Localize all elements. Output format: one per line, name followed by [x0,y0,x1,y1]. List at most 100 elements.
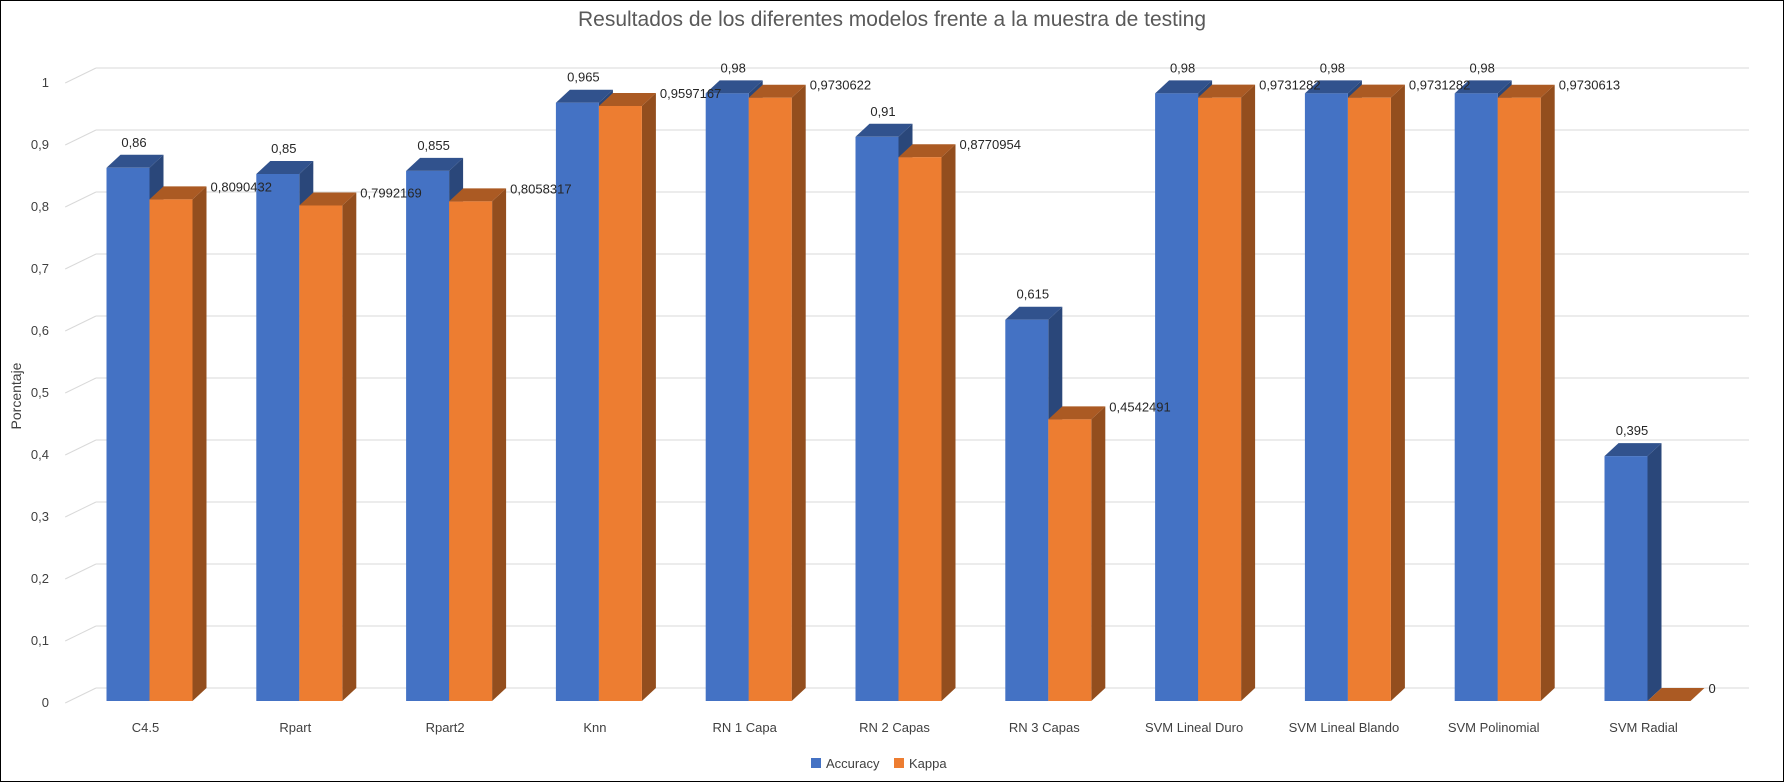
bar-front [705,93,749,701]
bar-front [1454,93,1498,701]
data-label-kappa: 0,9730622 [810,78,871,93]
bar-top [149,186,207,200]
bar-side [1647,443,1662,701]
bar-front [406,170,450,701]
chart-title: Resultados de los diferentes modelos fre… [578,8,1206,31]
data-label-accuracy: 0,98 [1320,60,1345,75]
y-tick-label: 0,4 [31,447,49,462]
y-tick-label: 1 [42,75,49,90]
y-tick-label: 0,2 [31,571,49,586]
gridline-side [64,129,97,146]
data-label-accuracy: 0,98 [1170,60,1195,75]
bar-side [192,186,207,702]
bar-kappa-4 [748,84,806,702]
bar-top [855,123,913,137]
bar-top [106,154,164,168]
bar-kappa-0 [149,186,207,702]
bar-top [705,80,763,94]
bar-top [1005,306,1063,320]
bar-top [449,188,507,202]
bar-front [106,167,150,702]
y-tick-label: 0,6 [31,323,49,338]
bar-front [1198,97,1242,701]
bar-top [898,144,956,158]
legend-label-kappa: Kappa [909,756,947,771]
data-label-kappa: 0,4542491 [1109,399,1170,414]
data-label-accuracy: 0,86 [121,135,146,150]
category-label: SVM Radial [1609,720,1678,735]
gridline-side [64,377,97,394]
bar-top [1604,443,1662,457]
bar-kappa-7 [1198,84,1256,701]
gridline-side [64,563,97,580]
gridline-side [64,253,97,270]
bar-side [342,192,357,701]
data-label-kappa: 0,8058317 [510,181,571,196]
bar-front [256,174,300,701]
category-label: SVM Polinomial [1448,720,1540,735]
category-label: RN 2 Capas [859,720,930,735]
data-label-kappa: 0,8770954 [960,137,1021,152]
bar-front [299,205,343,701]
bar-top [1647,688,1705,701]
bar-top [1497,84,1555,98]
bar-kappa-2 [449,188,507,701]
bar-kappa-6 [1048,406,1106,701]
y-tick-label: 0,1 [31,633,49,648]
data-label-accuracy: 0,965 [567,70,600,85]
y-axis-label: Porcentaje [8,362,24,429]
data-labels: 0,86 0,8090432 0,85 0,7992169 0,855 0,8058317… [121,60,1715,696]
y-tick-label: 0,9 [31,137,49,152]
legend-label-accuracy: Accuracy [826,756,880,771]
gridline-side [64,439,97,456]
category-label: Rpart2 [426,720,465,735]
data-label-accuracy: 0,98 [721,60,746,75]
data-label-kappa: 0 [1709,681,1716,696]
x-axis-categories: C4.5 Rpart Rpart2 Knn RN 1 Capa RN 2 Capas RN … [132,720,1678,735]
category-label: RN 3 Capas [1009,720,1080,735]
data-label-kappa: 0,7992169 [360,185,421,200]
y-tick-label: 0,7 [31,261,49,276]
gridline-side [64,501,97,518]
bar-top [1304,80,1362,94]
data-label-accuracy: 0,91 [870,104,895,119]
data-label-accuracy: 0,395 [1616,423,1649,438]
bar-kappa-3 [598,92,656,701]
bar-top [555,89,613,103]
bar-front [898,157,942,701]
y-tick-label: 0 [42,695,49,710]
bar-top [1454,80,1512,94]
bar-front [555,102,599,701]
bar-side [1390,84,1405,701]
bar-top [748,84,806,98]
bar-kappa-8 [1347,84,1405,701]
bar-top [406,157,464,171]
y-axis-ticks: 0 0,1 0,2 0,3 0,4 0,5 0,6 0,7 0,8 0,9 1 [31,75,49,710]
bar-kappa-1 [299,192,357,701]
bar-front [1048,419,1092,701]
bar-top [1347,84,1405,98]
bar-top [256,161,314,174]
bars [106,80,1705,702]
bar-front [1604,456,1648,701]
bar-side [641,92,656,701]
category-label: C4.5 [132,720,159,735]
data-label-accuracy: 0,615 [1017,287,1050,302]
gridline-side [64,191,97,208]
bar-front [1005,319,1049,701]
data-label-kappa: 0,9730613 [1559,78,1620,93]
data-label-kappa: 0,8090432 [211,179,272,194]
gridline-side [64,67,97,84]
bar-top [1198,84,1256,98]
y-tick-label: 0,5 [31,385,49,400]
bar-side [492,188,507,701]
bar-front [1497,97,1541,701]
bar-side [1241,84,1256,701]
data-label-accuracy: 0,98 [1470,60,1495,75]
bar-front [1347,97,1391,701]
bar-side [941,144,956,701]
gridline-side [64,315,97,332]
bar-kappa-5 [898,144,956,701]
